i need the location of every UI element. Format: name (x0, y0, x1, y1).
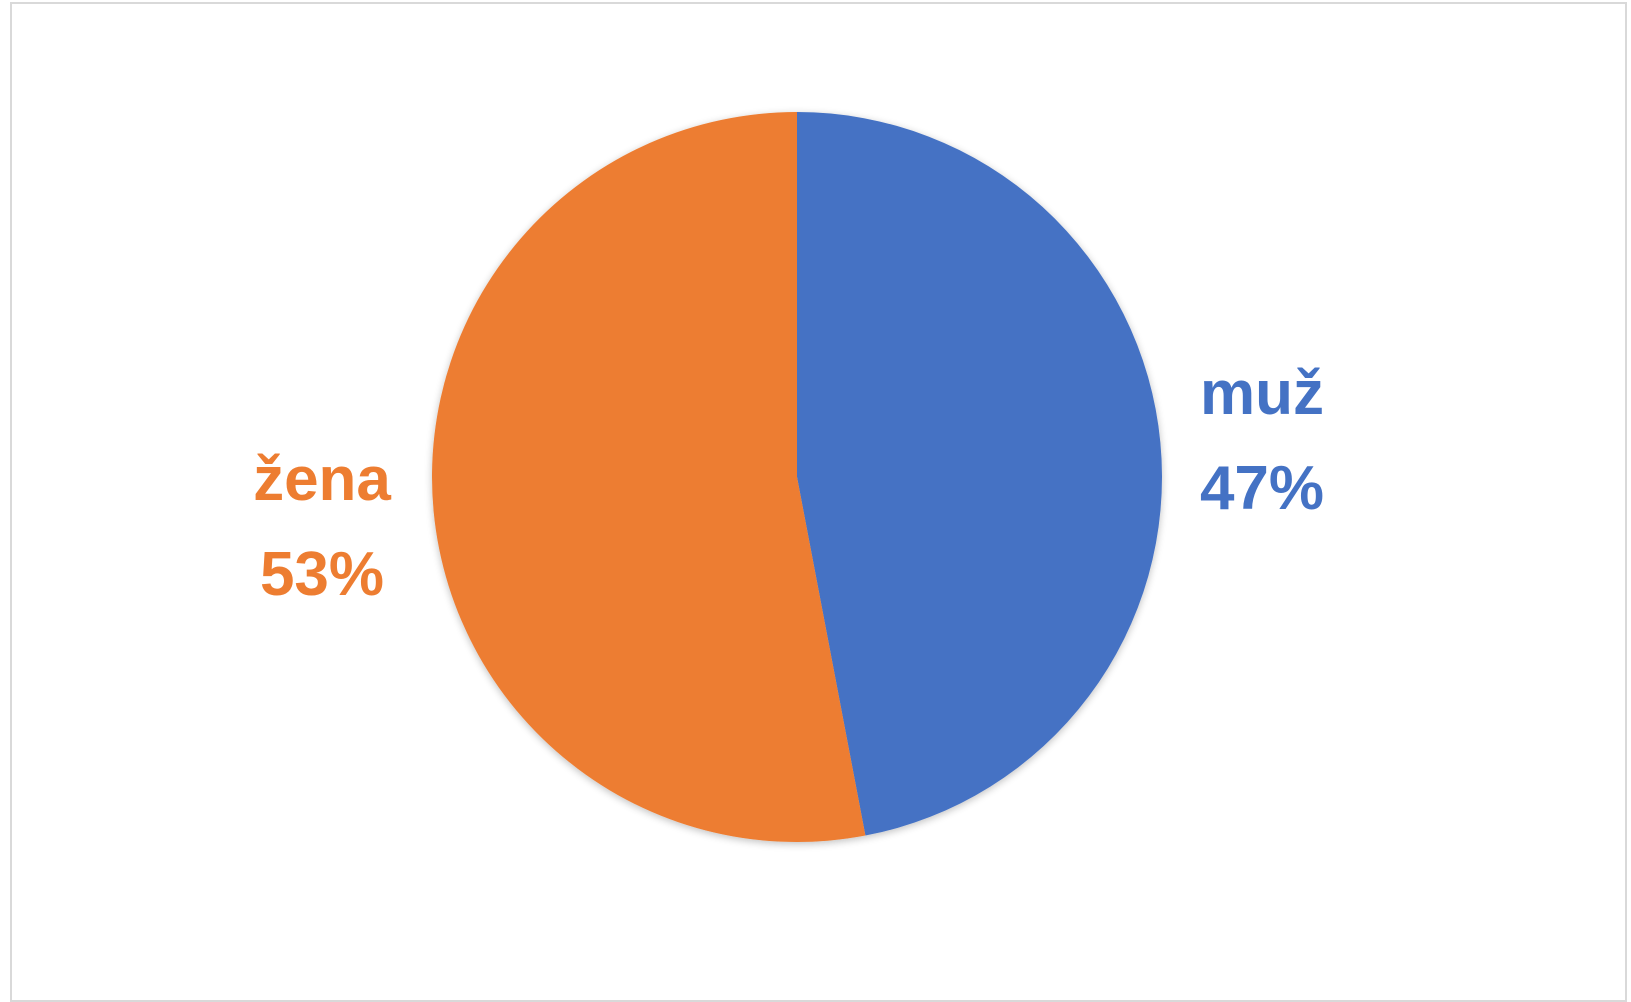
slice-category-label: muž (1200, 359, 1324, 428)
pie-slice-zena (432, 111, 866, 842)
slice-category-label: žena (253, 445, 391, 514)
pie-slice-muz (797, 112, 1163, 836)
slice-percent-label: 53% (260, 540, 384, 609)
slice-percent-label: 47% (1200, 454, 1324, 523)
